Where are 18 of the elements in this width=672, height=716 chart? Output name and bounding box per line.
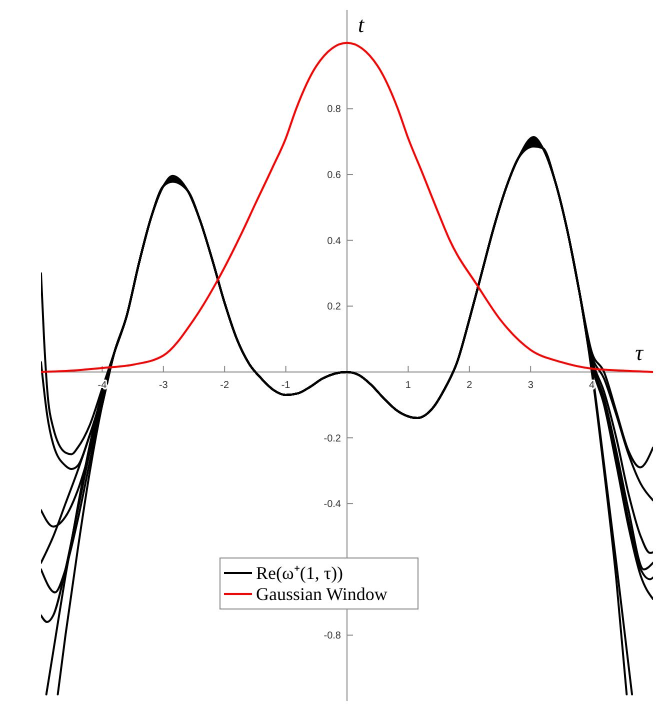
x-axis-title: τ <box>635 340 644 365</box>
y-tick-label: -0.8 <box>324 630 342 642</box>
y-tick-label: -0.2 <box>324 433 342 444</box>
x-tick-label: -3 <box>158 380 168 391</box>
x-tick-label: -1 <box>281 380 291 391</box>
x-tick-label: 3 <box>528 380 534 391</box>
x-tick-label: -4 <box>98 380 108 391</box>
y-tick-label: 0.4 <box>327 236 342 247</box>
y-tick-label: 0.2 <box>327 302 342 313</box>
y-tick-label: 0.8 <box>327 104 342 116</box>
legend-label: Re(ω⁺(1, τ)) <box>256 563 344 583</box>
y-axis-title: t <box>358 12 365 37</box>
x-tick-label: 1 <box>405 380 412 391</box>
legend-label: Gaussian Window <box>256 584 388 604</box>
y-tick-label: 0.6 <box>327 170 342 182</box>
x-tick-label: 2 <box>466 380 473 391</box>
y-tick-label: -0.4 <box>324 499 342 510</box>
x-tick-label: -2 <box>220 380 230 391</box>
